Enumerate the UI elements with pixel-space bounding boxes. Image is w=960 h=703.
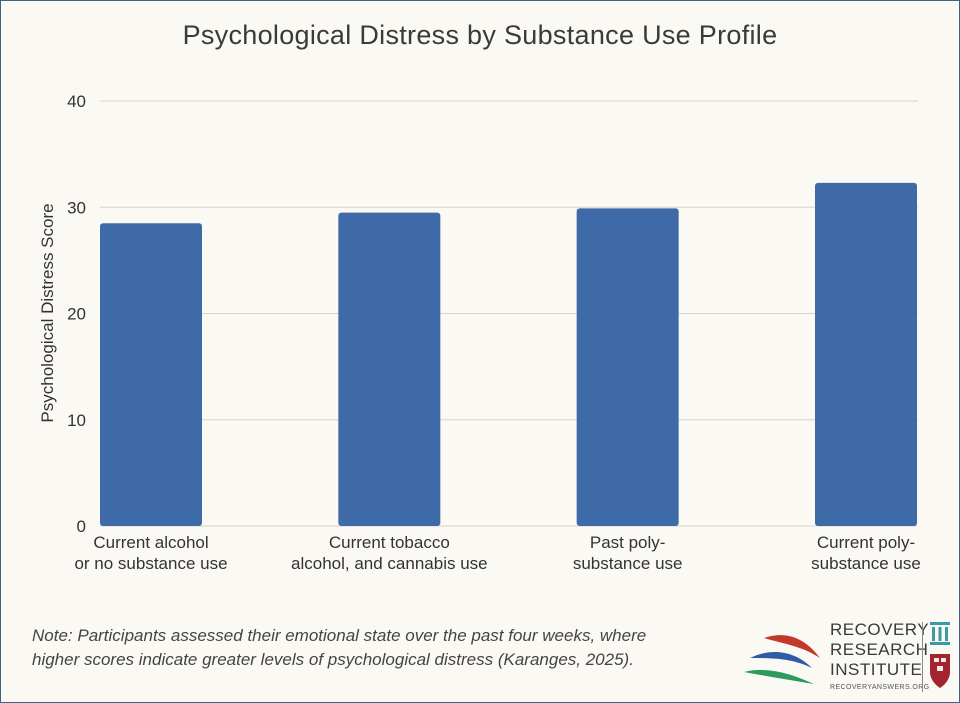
logo-line-3: INSTITUTE (830, 660, 923, 679)
x-tick-label: substance use (811, 554, 921, 573)
x-tick-label: alcohol, and cannabis use (291, 554, 488, 573)
y-tick-label: 10 (67, 411, 86, 430)
y-tick-label: 0 (77, 517, 86, 536)
logo-divider (922, 622, 923, 692)
swoosh-logo-icon (744, 635, 820, 684)
bar-chart: 0 10 20 30 40 Psychological Distress Score Cur… (38, 92, 921, 573)
logo-line-1: RECOVERY (830, 620, 930, 639)
x-tick-label: substance use (573, 554, 683, 573)
x-tick-label: Current tobacco (329, 533, 450, 552)
bar (576, 208, 679, 526)
bar (338, 212, 441, 526)
y-tick-label: 20 (67, 305, 86, 324)
institution-shield-icon (930, 622, 950, 688)
y-tick-label: 40 (67, 92, 86, 111)
y-tick-label: 30 (67, 198, 86, 217)
logo-wordmark: RECOVERY RESEARCH INSTITUTE (830, 620, 929, 680)
footnote: Note: Participants assessed their emotio… (32, 626, 647, 669)
y-axis-label: Psychological Distress Score (38, 203, 57, 422)
x-tick-label: Past poly- (590, 533, 666, 552)
logo-line-2: RESEARCH (830, 640, 929, 659)
x-tick-label: Current poly- (817, 533, 915, 552)
bar (100, 223, 202, 526)
recovery-research-institute-logo: RECOVERY RESEARCH INSTITUTE RECOVERYANSW… (742, 618, 954, 698)
logo-url: RECOVERYANSWERS.ORG (830, 684, 930, 691)
x-tick-label: or no substance use (74, 554, 227, 573)
bar (815, 182, 917, 526)
chart-title: Psychological Distress by Substance Use … (182, 20, 778, 50)
x-tick-label: Current alcohol (93, 533, 208, 552)
